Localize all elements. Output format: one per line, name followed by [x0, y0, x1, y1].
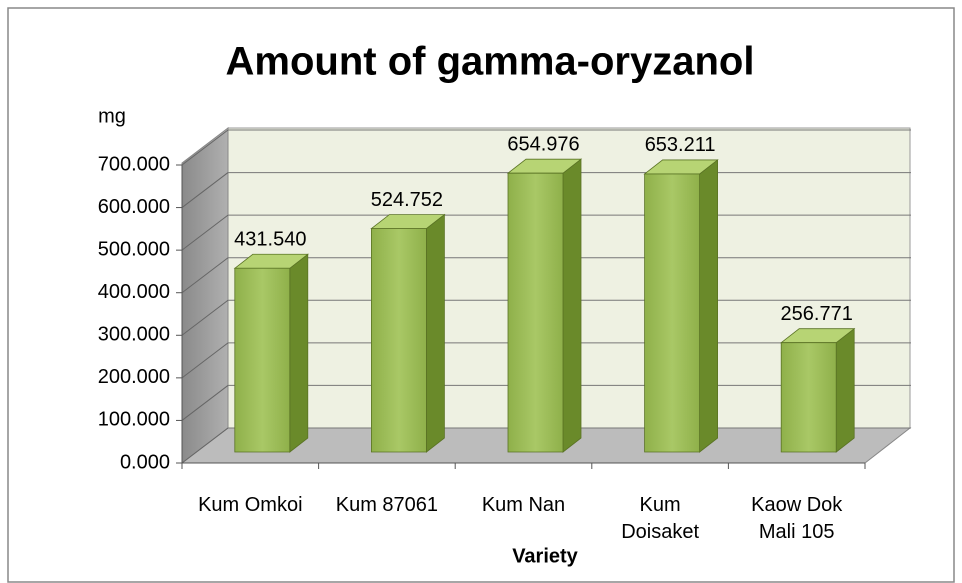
grid-line-side: [181, 214, 229, 251]
grid-line-side: [181, 299, 229, 336]
bar-side: [562, 158, 582, 453]
y-tick-label: 300.000: [98, 324, 170, 346]
grid-line-side: [181, 129, 229, 166]
y-tick-label: 500.000: [98, 238, 170, 260]
grid-line-side: [181, 427, 229, 464]
bar: [370, 213, 446, 453]
y-tick-label: 700.000: [98, 153, 170, 175]
grid-line-side: [181, 172, 229, 208]
data-label: 256.771: [781, 303, 853, 325]
y-axis-label: mg: [98, 105, 126, 127]
y-tick-label: 600.000: [98, 196, 170, 218]
x-tick-label: Kum 87061: [335, 494, 439, 516]
x-tick-label: Kum Omkoi: [198, 494, 303, 516]
grid-line-side: [181, 257, 229, 294]
data-label: 654.976: [507, 133, 579, 155]
bar-side: [425, 213, 445, 453]
x-axis-label: Variety: [512, 545, 578, 567]
bar-front: [507, 172, 564, 453]
x-tick-label: Kaow Dok Mali 105: [751, 494, 843, 543]
bar-side: [699, 159, 718, 453]
y-tick-label: 400.000: [98, 281, 170, 303]
grid-line-side: [181, 385, 229, 421]
data-label: 431.540: [234, 229, 306, 251]
bar-side: [289, 253, 309, 453]
y-tick-label: 100.000: [98, 409, 170, 431]
x-tick-label: Kum Doisaket: [621, 494, 699, 543]
bar: [780, 327, 856, 453]
data-label: 653.211: [645, 134, 716, 156]
bar-side: [835, 327, 855, 453]
bar: [643, 159, 719, 453]
grid-line-side: [181, 342, 229, 379]
data-label: 524.752: [371, 189, 443, 211]
bar-front: [234, 267, 291, 453]
y-tick-label: 200.000: [98, 366, 170, 388]
chart-title: Amount of gamma-oryzanol: [226, 40, 755, 84]
x-tick-label: Kum Nan: [481, 494, 566, 516]
bar-front: [644, 173, 700, 453]
bar: [233, 253, 309, 453]
y-tick-label: 0.000: [120, 451, 170, 473]
bar-front: [780, 342, 837, 453]
bar: [506, 158, 583, 453]
bar-front: [370, 228, 427, 453]
